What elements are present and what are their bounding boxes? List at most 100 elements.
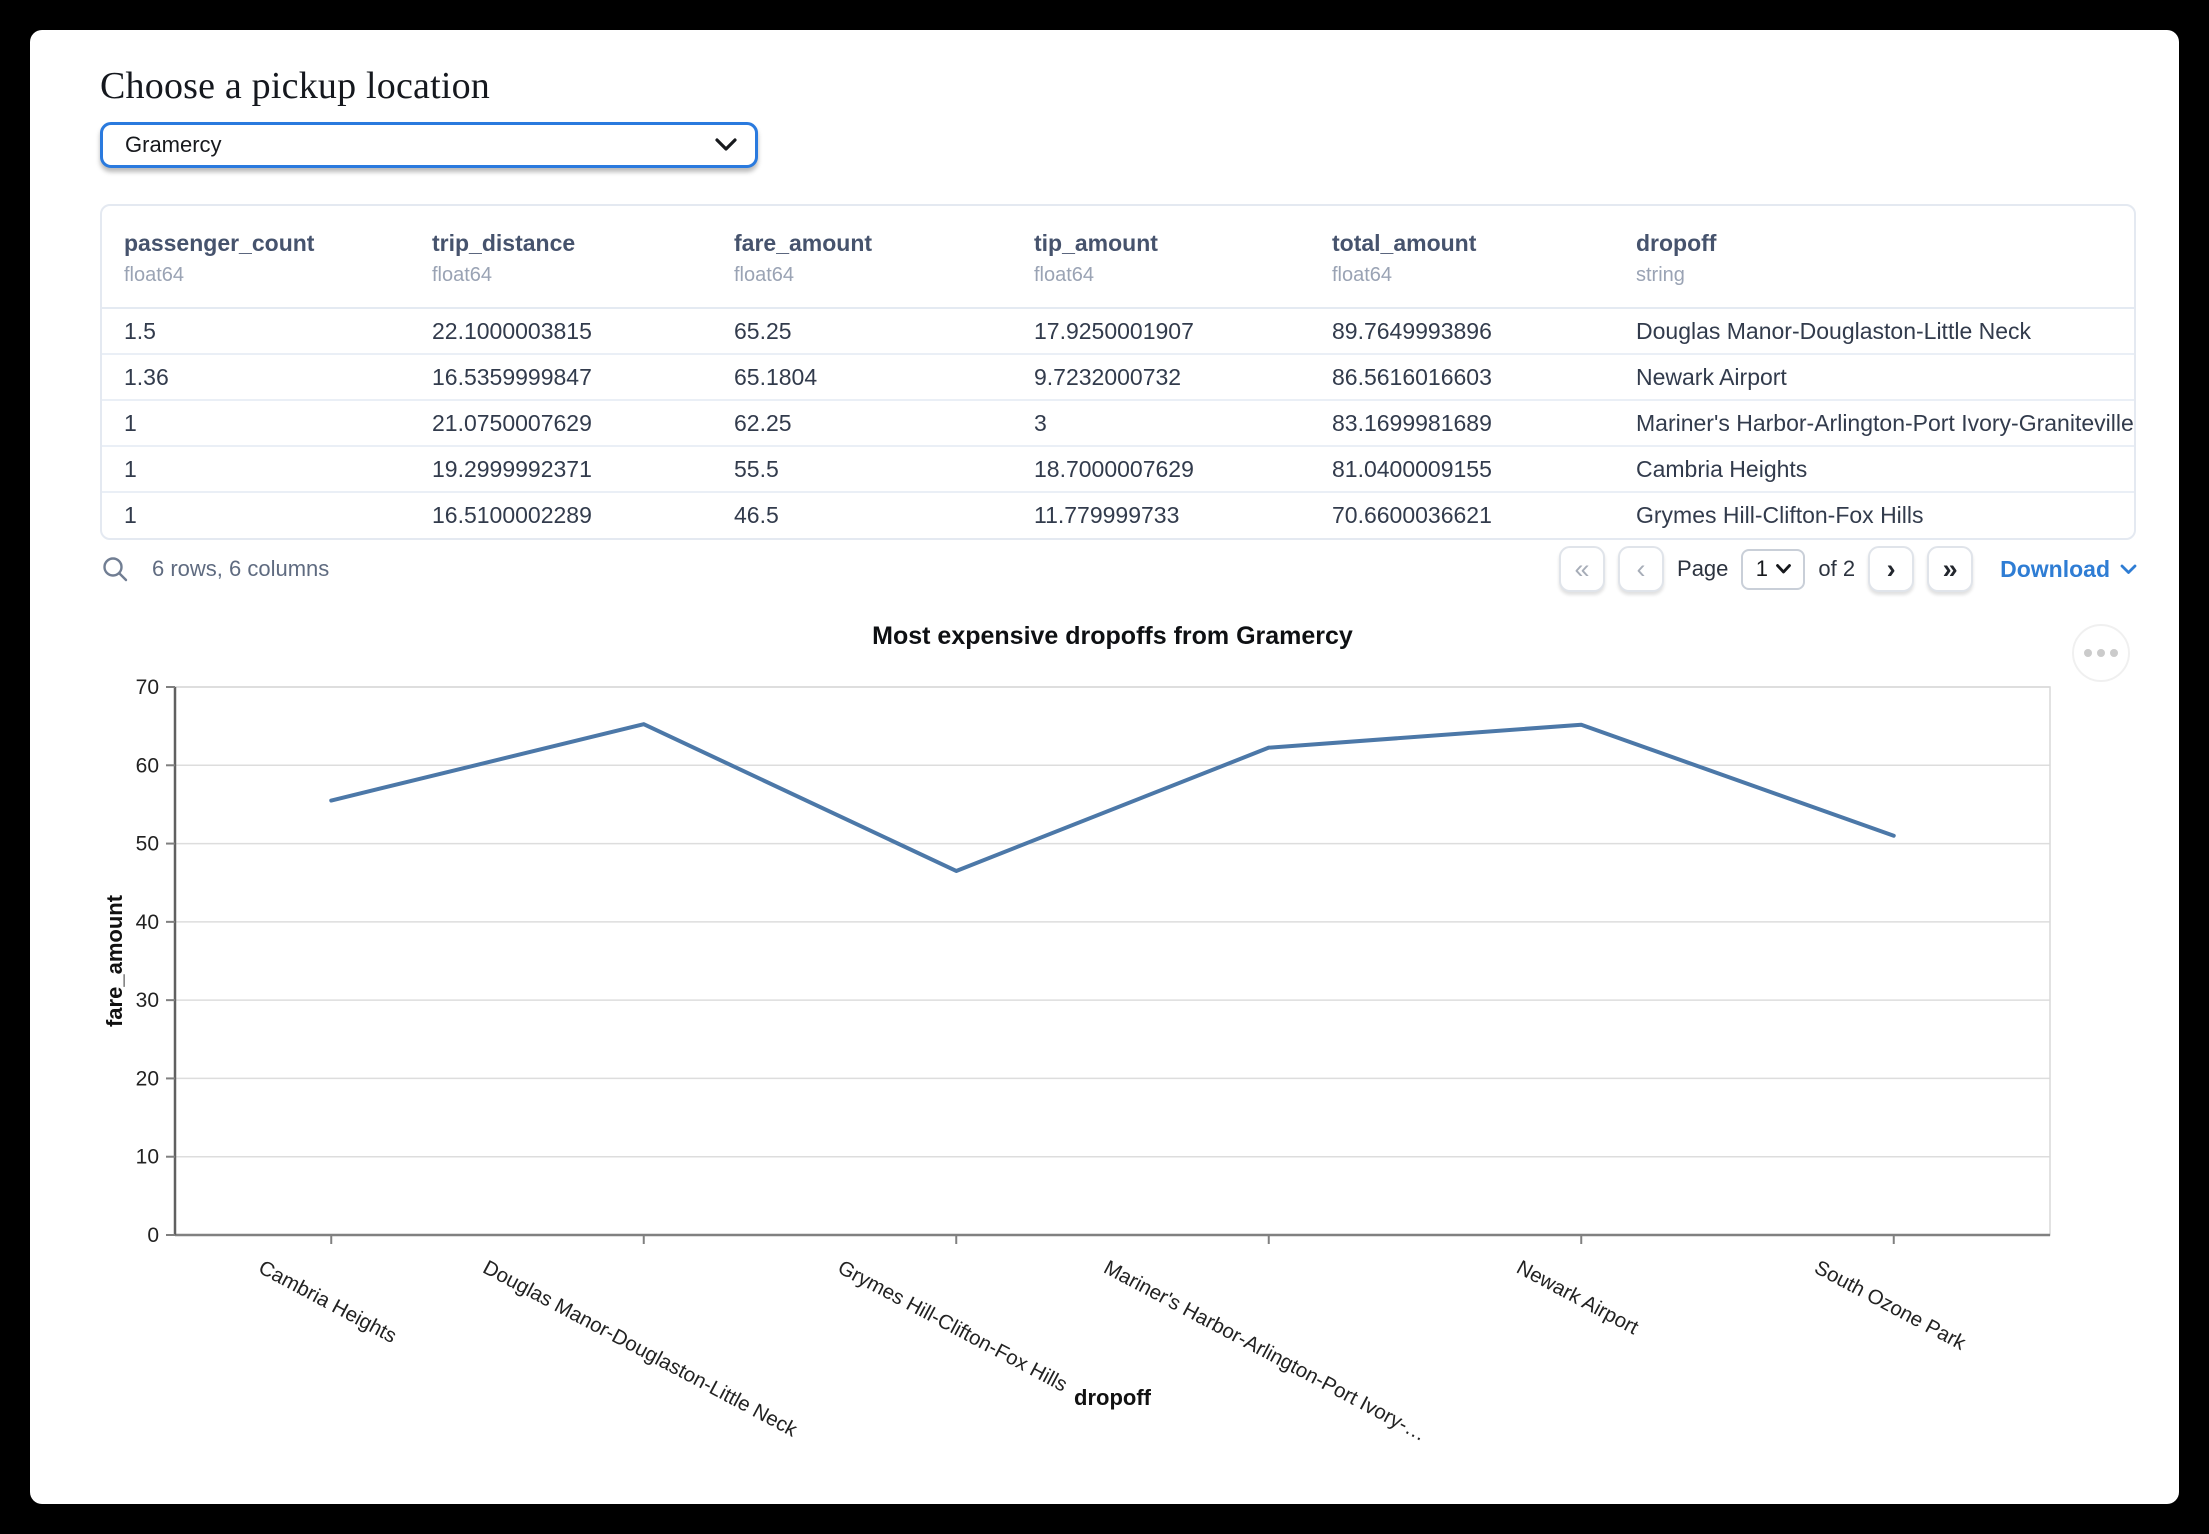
column-type: float64 [1034,264,1095,286]
table-cell: 1 [124,502,137,528]
table-cell: Douglas Manor-Douglaston-Little Neck [1636,317,2032,344]
table-cell: 65.25 [734,317,792,344]
table-cell: 1 [124,409,137,436]
column-name: fare_amount [734,230,873,256]
table-cell: 1.36 [124,363,169,390]
table-row[interactable]: 1 19.2999992371 55.5 18.7000007629 81.040000… [102,446,2134,492]
table-cell: 21.0750007629 [432,409,592,436]
table-cell: 62.25 [734,409,792,436]
y-axis-tick-label: 70 [136,676,159,699]
column-type: string [1636,264,1685,286]
pickup-location-select[interactable]: Gramercy [100,122,758,168]
column-header-tip_amount[interactable]: tip_amount float64 [1012,206,1310,308]
page-number-select[interactable]: 1 [1741,548,1806,590]
table-cell: 3 [1034,409,1047,436]
table-cell: 46.5 [734,502,779,528]
app-card: Choose a pickup location Gramercy passen… [30,30,2179,1504]
column-name: tip_amount [1034,230,1158,256]
download-button[interactable]: Download [2000,556,2137,583]
data-line[interactable] [329,722,1896,873]
column-type: float64 [432,264,493,286]
column-header-passenger_count[interactable]: passenger_count float64 [102,206,410,308]
last-page-button[interactable]: » [1927,546,1974,592]
page-of-label: of 2 [1818,556,1856,581]
page-number-value: 1 [1755,556,1769,581]
y-axis-tick-label: 60 [136,754,159,777]
column-header-trip_distance[interactable]: trip_distance float64 [410,206,712,308]
table-row[interactable]: 1 16.5100002289 46.5 11.779999733 70.6600036… [102,492,2134,538]
table-cell: 1 [124,455,137,482]
x-axis-label: Mariner's Harbor-Arlington-Port Ivory-… [1100,1256,1430,1446]
table-cell: 70.6600036621 [1332,502,1492,528]
ellipsis-icon [2084,649,2092,657]
chart-more-options-button[interactable] [2072,624,2130,682]
table-cell: Cambria Heights [1636,455,1808,482]
table-cell: 65.1804 [734,363,818,390]
chart-title: Most expensive dropoffs from Gramercy [872,622,1353,650]
table-cell: 81.0400009155 [1332,455,1492,482]
table-cell: 83.1699981689 [1332,409,1492,436]
table-cell: 17.9250001907 [1034,317,1194,344]
y-axis-tick-label: 50 [136,833,159,856]
x-axis-label: Newark Airport [1513,1256,1643,1340]
x-axis-label: Douglas Manor-Douglaston-Little Neck [479,1256,801,1442]
pickup-location-value: Gramercy [125,132,222,157]
table-cell: 16.5100002289 [432,502,592,528]
table-cell: 18.7000007629 [1034,455,1194,482]
chevron-down-icon [2120,564,2137,574]
table-row[interactable]: 1.36 16.5359999847 65.1804 9.7232000732 86.5… [102,354,2134,400]
column-type: float64 [1332,264,1393,286]
y-axis-tick-label: 0 [147,1224,159,1247]
y-axis-tick-label: 40 [136,911,159,934]
x-axis-title: dropoff [1074,1385,1152,1410]
x-axis-label: Cambria Heights [255,1256,401,1348]
previous-page-button[interactable]: ‹ [1618,546,1665,592]
table-cell: Mariner's Harbor-Arlington-Port Ivory-Gr… [1636,409,2134,436]
column-name: dropoff [1636,230,1717,256]
y-axis-title: fare_amount [102,894,127,1027]
next-page-button[interactable]: › [1868,546,1915,592]
column-type: float64 [734,264,795,286]
table-cell: 86.5616016603 [1332,363,1492,390]
column-type: float64 [124,264,185,286]
line-chart: 0 10 20 30 40 50 60 70 Cambria Heights Douglas Ma… [102,676,2051,1446]
column-name: total_amount [1332,230,1477,256]
table-cell: 19.2999992371 [432,455,592,482]
column-header-dropoff[interactable]: dropoff string [1614,206,2134,308]
table-row[interactable]: 1 21.0750007629 62.25 3 83.1699981689 Mariner… [102,400,2134,446]
search-icon[interactable] [100,554,130,584]
y-axis-tick-label: 30 [136,989,159,1012]
x-axis-label: South Ozone Park [1811,1256,1970,1355]
download-label: Download [2000,555,2110,582]
table-cell: 55.5 [734,455,779,482]
first-page-button[interactable]: « [1559,546,1606,592]
table-cell: 22.1000003815 [432,317,592,344]
table-cell: Newark Airport [1636,363,1787,390]
ellipsis-icon [2097,649,2105,657]
table-cell: 11.779999733 [1034,502,1180,528]
y-axis-tick-label: 10 [136,1146,159,1169]
ellipsis-icon [2110,649,2118,657]
table-cell: Grymes Hill-Clifton-Fox Hills [1636,502,1924,528]
column-header-fare_amount[interactable]: fare_amount float64 [712,206,1012,308]
chevron-down-icon [1776,564,1791,574]
column-name: passenger_count [124,230,315,256]
row-column-summary: 6 rows, 6 columns [152,556,330,581]
table-cell: 9.7232000732 [1034,363,1182,390]
page-title: Choose a pickup location [100,65,490,107]
column-name: trip_distance [432,230,576,256]
x-axis-label: Grymes Hill-Clifton-Fox Hills [834,1256,1071,1397]
column-header-total_amount[interactable]: total_amount float64 [1310,206,1614,308]
table-row[interactable]: 1.5 22.1000003815 65.25 17.9250001907 89.764… [102,308,2134,354]
table-cell: 1.5 [124,317,156,344]
table-body: 1.5 22.1000003815 65.25 17.9250001907 89.764… [102,308,2134,538]
pagination: « ‹ Page 1 of 2 › » Download [1559,546,2137,592]
table-cell: 89.7649993896 [1332,317,1492,344]
y-axis-tick-label: 20 [136,1067,159,1090]
table-footer: 6 rows, 6 columns « ‹ Page 1 of 2 › » Do… [100,538,2137,600]
table-cell: 16.5359999847 [432,363,592,390]
page-label: Page [1677,556,1729,581]
